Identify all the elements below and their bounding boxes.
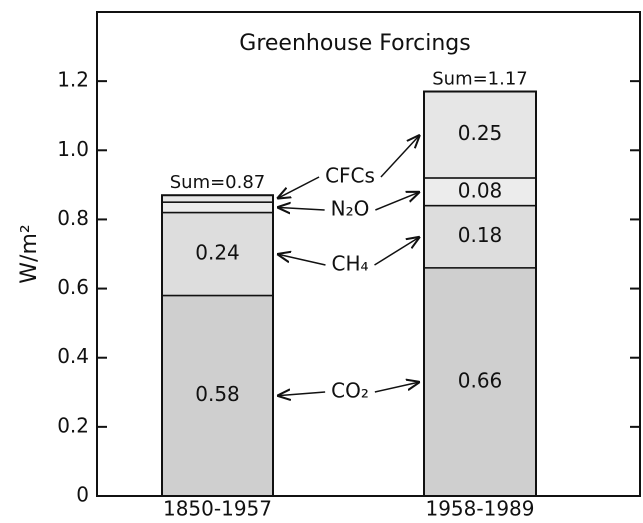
arrow <box>277 392 326 396</box>
arrow <box>277 207 325 210</box>
value-label: 0.18 <box>458 223 503 247</box>
bar-segment <box>423 90 537 179</box>
series-label: CH₄ <box>331 252 368 276</box>
arrow <box>375 192 420 211</box>
plot-frame <box>96 11 641 497</box>
bar-outline <box>423 90 537 497</box>
y-tick-label: 0.4 <box>57 344 89 368</box>
arrow <box>277 176 320 199</box>
value-label: 0.24 <box>195 241 240 265</box>
value-label: 0.66 <box>458 368 503 392</box>
arrow <box>277 254 326 266</box>
x-tick-label: 1958-1989 <box>425 497 534 521</box>
y-tick-label: 0.2 <box>57 413 89 437</box>
y-tick-label: 1.0 <box>57 137 89 161</box>
y-tick-label: 1.2 <box>57 68 89 92</box>
y-tick-label: 0.8 <box>57 206 89 230</box>
total-label: Sum=0.87 <box>170 172 266 193</box>
y-tick-label: 0.6 <box>57 275 89 299</box>
arrow <box>380 135 420 178</box>
bar-segment <box>161 194 274 203</box>
series-label: N₂O <box>331 197 370 221</box>
value-label: 0.25 <box>458 121 503 145</box>
value-label: 0.08 <box>458 178 503 202</box>
series-label: CFCs <box>325 164 375 188</box>
chart-title: Greenhouse Forcings <box>239 31 470 56</box>
arrow <box>374 382 420 393</box>
bar-outline <box>161 194 274 497</box>
arrow <box>374 237 420 266</box>
bar-segment <box>161 294 274 497</box>
x-tick-label: 1850-1957 <box>163 497 272 521</box>
y-tick-label: 0 <box>76 483 89 507</box>
value-label: 0.58 <box>195 382 240 406</box>
series-label: CO₂ <box>331 379 369 403</box>
total-label: Sum=1.17 <box>432 69 528 90</box>
bar-segment <box>161 201 274 214</box>
y-axis-label: W/m² <box>17 224 42 283</box>
